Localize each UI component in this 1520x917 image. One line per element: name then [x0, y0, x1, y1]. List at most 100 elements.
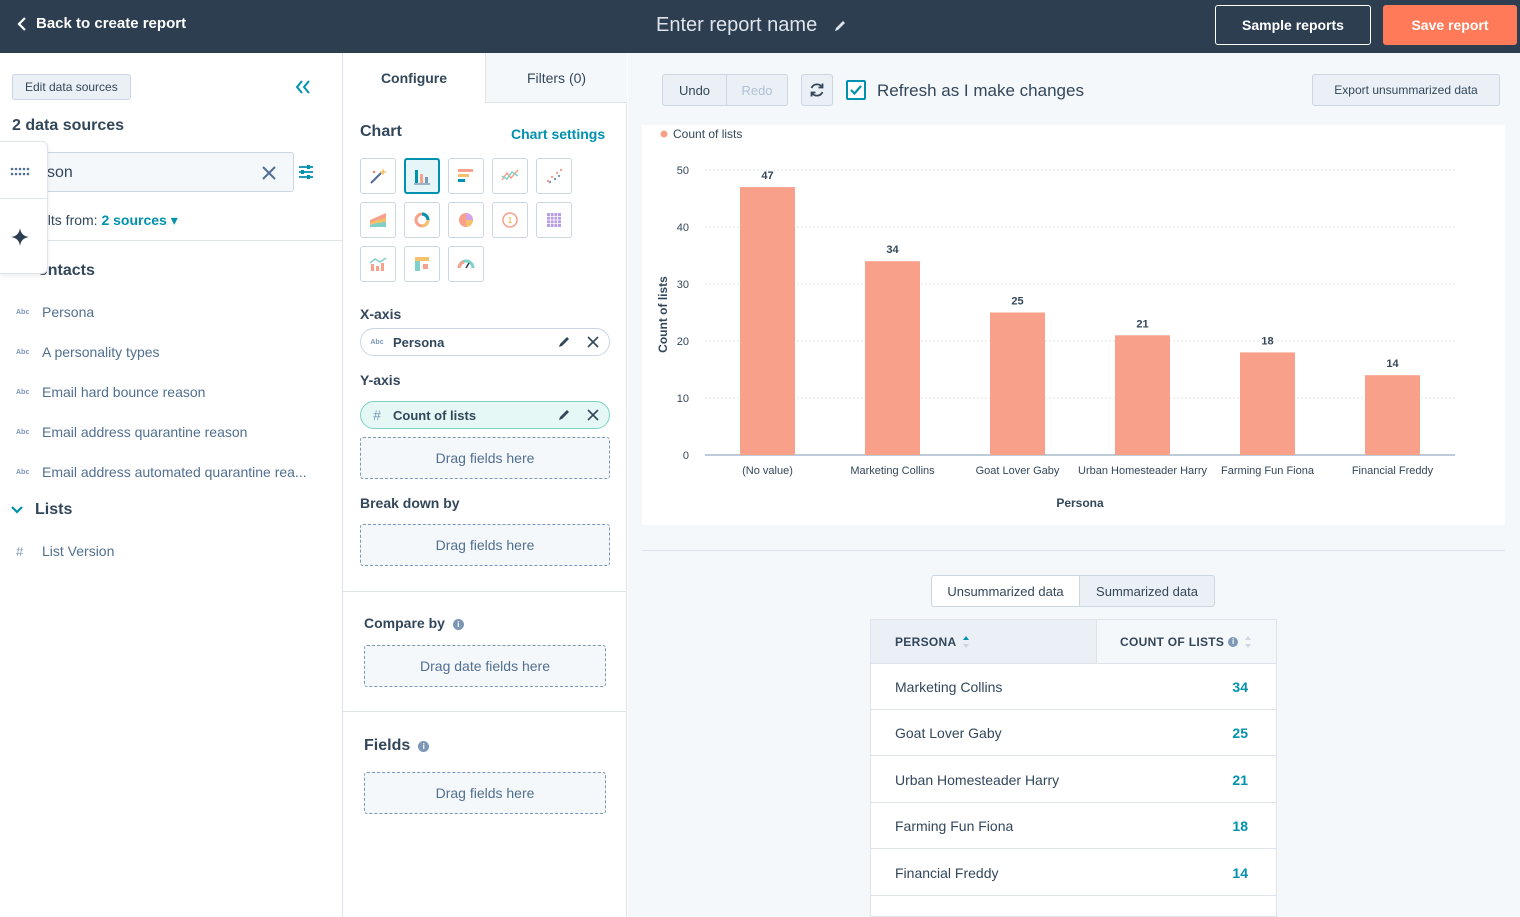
table-row[interactable]: Goat Lover Gaby 25 [871, 710, 1276, 757]
info-icon[interactable]: i [418, 741, 430, 752]
results-prefix: ults from: [40, 212, 98, 228]
refresh-label: Refresh as I make changes [877, 81, 1084, 100]
refresh-button[interactable] [801, 74, 833, 106]
config-tabs: Configure Filters (0) [343, 53, 627, 103]
count-cell-link[interactable]: 21 [1232, 771, 1248, 788]
ai-sparkle-icon[interactable] [10, 227, 30, 247]
chart-type-line[interactable] [492, 158, 528, 194]
chart-type-column[interactable] [404, 158, 440, 194]
search-value: son [47, 164, 73, 181]
checkmark-icon [850, 85, 862, 96]
back-to-create-report-link[interactable]: Back to create report [16, 15, 186, 32]
table-row[interactable]: Urban Homesteader Harry 21 [871, 757, 1276, 803]
group-title-contacts[interactable]: ontacts [38, 262, 95, 279]
compare-by-dropzone[interactable]: Drag date fields here [364, 645, 606, 687]
chart-type-area[interactable] [360, 202, 396, 238]
tool-separator [0, 198, 48, 199]
chart-type-bar[interactable] [448, 158, 484, 194]
sort-icon [1245, 635, 1252, 648]
pencil-icon[interactable] [833, 19, 847, 33]
info-icon[interactable]: i [452, 619, 464, 630]
x-tick-label: Financial Freddy [1352, 465, 1434, 477]
chart-type-scatter[interactable] [536, 158, 572, 194]
filter-settings-icon[interactable] [298, 164, 314, 180]
sources-dropdown[interactable]: 2 sources ▾ [101, 212, 178, 228]
column-header-count[interactable]: COUNT OF LISTS i [1096, 620, 1276, 664]
x-axis-field-pill[interactable]: Abc Persona [360, 328, 610, 356]
y-tick-label: 20 [677, 336, 689, 348]
remove-icon[interactable] [587, 336, 599, 348]
field-item-persona[interactable]: Abc Persona [16, 304, 94, 320]
bar-chart: Count of lists 0 10 20 30 40 50 Count of lists 4… [656, 127, 1455, 510]
summarized-data-tab[interactable]: Summarized data [1079, 575, 1215, 607]
chart-section-title: Chart [360, 123, 402, 140]
field-item-list-version[interactable]: # List Version [16, 543, 114, 559]
redo-button[interactable]: Redo [726, 74, 788, 106]
sort-ascending-icon [963, 635, 970, 648]
save-report-button[interactable]: Save report [1383, 5, 1517, 45]
group-title-lists[interactable]: Lists [35, 501, 73, 518]
chart-type-auto[interactable] [360, 158, 396, 194]
chart-type-kpi[interactable]: 1 [492, 202, 528, 238]
field-item-email-auto-quarantine[interactable]: Abc Email address automated quarantine re… [16, 464, 307, 480]
report-name-field[interactable]: Enter report name [656, 14, 847, 37]
undo-button[interactable]: Undo [662, 74, 727, 106]
chart-type-table[interactable] [536, 202, 572, 238]
field-search-input[interactable]: son [14, 152, 294, 192]
data-label: 47 [761, 170, 773, 182]
table-row[interactable]: Farming Fun Fiona 18 [871, 803, 1276, 850]
chart-type-combo[interactable] [360, 246, 396, 282]
chart-type-donut[interactable] [404, 202, 440, 238]
pencil-icon[interactable] [557, 408, 571, 422]
column-chart-icon [414, 170, 430, 185]
tab-filters[interactable]: Filters (0) [485, 53, 627, 103]
breakdown-title: Break down by [360, 495, 460, 511]
clear-search-icon[interactable] [261, 165, 277, 181]
count-cell-link[interactable]: 34 [1232, 679, 1248, 695]
pivot-table-icon [415, 257, 429, 271]
breakdown-dropzone[interactable]: Drag fields here [360, 524, 610, 566]
collapse-sidebar-icon[interactable] [294, 79, 312, 95]
count-cell-link[interactable]: 25 [1232, 725, 1248, 742]
pencil-icon[interactable] [557, 335, 571, 349]
chart-type-pivot[interactable] [404, 246, 440, 282]
info-icon[interactable]: i [1228, 636, 1239, 647]
chart-type-gauge[interactable] [448, 246, 484, 282]
refresh-checkbox[interactable] [846, 80, 866, 100]
refresh-icon [810, 83, 824, 97]
field-label: Email address automated quarantine rea..… [42, 464, 307, 480]
persona-cell: Goat Lover Gaby [895, 725, 1002, 742]
chart-type-pie[interactable] [448, 202, 484, 238]
count-cell-link[interactable]: 14 [1232, 864, 1248, 881]
column-header-label: PERSONA [895, 634, 957, 649]
unsummarized-data-tab[interactable]: Unsummarized data [931, 575, 1080, 607]
remove-icon[interactable] [587, 409, 599, 421]
chart-divider [642, 550, 1505, 551]
chevron-down-icon[interactable] [10, 505, 24, 515]
y-axis-dropzone[interactable]: Drag fields here [360, 437, 610, 479]
y-axis-field-pill[interactable]: # Count of lists [360, 401, 610, 429]
combo-chart-icon [369, 257, 387, 271]
data-label: 34 [886, 244, 899, 256]
field-label: Persona [42, 304, 95, 320]
x-axis-field-label: Persona [393, 334, 445, 350]
tab-configure[interactable]: Configure [343, 53, 485, 103]
count-cell-link[interactable]: 18 [1232, 818, 1248, 835]
field-item-email-hard-bounce[interactable]: Abc Email hard bounce reason [16, 384, 205, 400]
grid-dots-icon[interactable] [10, 167, 32, 177]
column-header-persona[interactable]: PERSONA [871, 620, 1096, 664]
edit-data-sources-button[interactable]: Edit data sources [12, 74, 131, 100]
export-unsummarized-button[interactable]: Export unsummarized data [1312, 74, 1500, 106]
bar [1115, 335, 1170, 455]
sample-reports-button[interactable]: Sample reports [1215, 5, 1371, 45]
y-axis-title: Y-axis [360, 372, 401, 388]
chart-settings-link[interactable]: Chart settings [511, 126, 606, 142]
number-type-icon: # [373, 407, 381, 423]
field-item-personality-types[interactable]: Abc A personality types [16, 344, 160, 360]
text-type-icon: Abc [16, 348, 30, 356]
table-row[interactable]: Financial Freddy 14 [871, 850, 1276, 896]
fields-dropzone[interactable]: Drag fields here [364, 772, 606, 814]
table-row[interactable]: Marketing Collins 34 [871, 664, 1276, 710]
field-item-email-quarantine[interactable]: Abc Email address quarantine reason [16, 424, 247, 440]
legend-swatch [660, 130, 668, 138]
